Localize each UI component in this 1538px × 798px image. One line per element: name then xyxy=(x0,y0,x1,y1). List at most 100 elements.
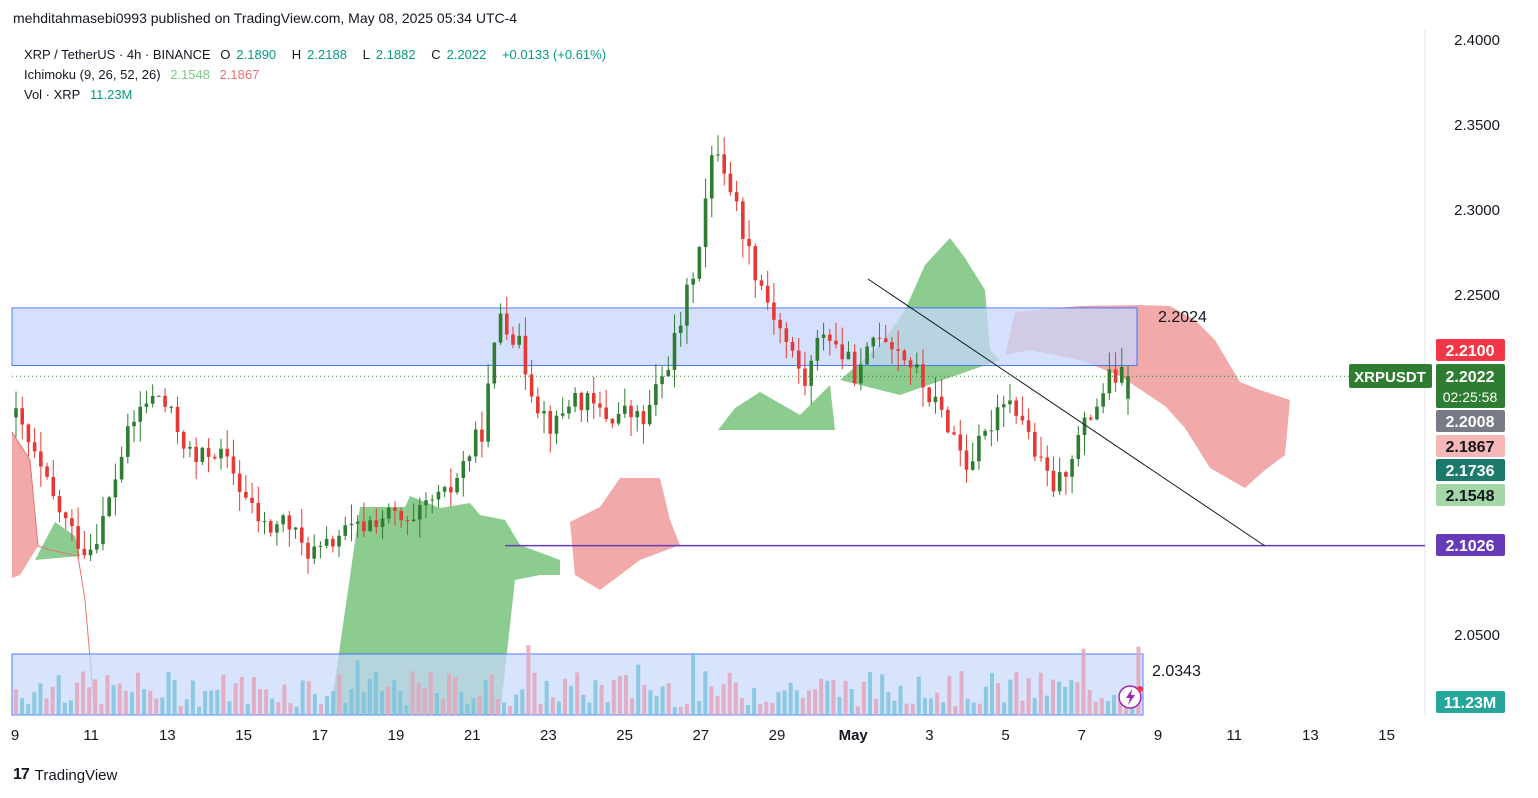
candle-body xyxy=(759,280,764,286)
candle-body xyxy=(871,337,876,347)
volume-bar xyxy=(624,675,628,715)
candle-body xyxy=(405,520,410,522)
candle-body xyxy=(486,383,490,442)
volume-bar xyxy=(1026,678,1031,715)
candle-body xyxy=(455,477,459,493)
volume-bar xyxy=(258,689,262,715)
time-axis-tick: 13 xyxy=(159,727,176,744)
candle-body xyxy=(1113,369,1118,383)
candle-body xyxy=(933,396,938,403)
price-axis-tick: 2.0500 xyxy=(1454,627,1500,644)
candle-body xyxy=(231,456,236,474)
candle-body xyxy=(1020,415,1025,421)
candle-body xyxy=(821,334,826,338)
volume-bar xyxy=(569,685,574,715)
price-label-tag xyxy=(1436,435,1505,457)
time-axis[interactable]: 9 11 13 15 17 19 21 23 25 27 29 May 3 5 7 9 11 13 15 xyxy=(11,727,1395,744)
volume-bar xyxy=(1020,700,1025,715)
candle-body xyxy=(709,155,714,199)
candle-body xyxy=(939,396,944,410)
candle-body xyxy=(865,346,869,365)
volume-bar xyxy=(1057,681,1062,715)
volume-bar xyxy=(331,691,336,715)
candle-body xyxy=(1057,472,1062,492)
candle-body xyxy=(150,396,155,404)
volume-bar xyxy=(459,692,464,715)
candle-body xyxy=(1051,470,1056,492)
candle-body xyxy=(51,476,56,497)
volume-bars xyxy=(14,645,1141,715)
candle-body xyxy=(1045,457,1050,471)
time-axis-tick: 3 xyxy=(925,727,933,744)
volume-label[interactable]: Vol · XRP xyxy=(24,87,81,102)
tradingview-brand[interactable]: 17 TradingView xyxy=(13,766,117,784)
symbol-label[interactable]: XRP / TetherUS · 4h · BINANCE xyxy=(24,47,211,62)
volume-bar xyxy=(703,671,708,715)
candle-body xyxy=(399,510,403,521)
volume-bar xyxy=(447,674,452,715)
candle-body xyxy=(175,406,180,433)
ichimoku-label[interactable]: Ichimoku (9, 26, 52, 26) xyxy=(24,67,161,82)
candle-body xyxy=(591,393,596,404)
volume-bar xyxy=(221,674,226,715)
candle-body xyxy=(1014,400,1018,416)
volume-bar xyxy=(142,689,147,715)
volume-bar xyxy=(502,702,506,715)
candle-body xyxy=(504,313,509,335)
candle-body xyxy=(94,544,99,550)
candle-body xyxy=(970,461,975,470)
ichimoku-span-b-value: 2.1867 xyxy=(219,67,260,82)
time-axis-tick: 25 xyxy=(616,727,633,744)
volume-bar xyxy=(1099,698,1104,715)
ichimoku-span-a-value: 2.1548 xyxy=(170,67,210,82)
volume-bar xyxy=(288,703,293,715)
volume-bar xyxy=(160,697,165,715)
resistance-zone-label: 2.2024 xyxy=(1158,309,1207,326)
price-axis[interactable]: 2.4000 2.3500 2.3000 2.2500 2.0500 xyxy=(1454,32,1500,644)
candle-body xyxy=(219,448,223,459)
volume-bar xyxy=(678,706,683,715)
volume-bar xyxy=(264,689,269,715)
candle-body xyxy=(921,364,925,388)
candle-body xyxy=(250,497,254,503)
ichimoku-legend-row[interactable]: Ichimoku (9, 26, 52, 26) 2.1548 2.1867 xyxy=(24,65,612,85)
volume-bar xyxy=(593,680,598,715)
volume-bar xyxy=(50,686,55,715)
volume-bar xyxy=(941,702,946,715)
volume-bar xyxy=(233,683,238,715)
volume-bar xyxy=(190,680,195,715)
candle-body xyxy=(498,313,503,343)
resistance-zone: 2.2024 xyxy=(11,307,1207,366)
volume-bar xyxy=(465,703,470,715)
volume-bar xyxy=(971,702,976,715)
candle-body xyxy=(1088,417,1093,420)
candle-body xyxy=(691,278,695,285)
time-axis-tick: 15 xyxy=(235,727,252,744)
volume-bar xyxy=(996,683,1001,715)
volume-bar xyxy=(1014,672,1019,715)
candle-body xyxy=(511,334,515,345)
volume-bar xyxy=(861,681,866,715)
volume-bar xyxy=(508,706,513,715)
price-labels: 2.2100 2.2022 02:25:58 2.2008 2.1867 2.1736 2.… xyxy=(1349,339,1505,713)
volume-bar xyxy=(965,698,970,715)
volume-legend-row[interactable]: Vol · XRP 11.23M xyxy=(24,85,612,105)
price-label-text: 2.2100 xyxy=(1446,343,1495,360)
volume-bar xyxy=(99,704,104,715)
price-label-text: 2.1026 xyxy=(1446,538,1495,555)
candle-body xyxy=(604,407,608,419)
volume-bar xyxy=(434,693,439,715)
candle-body xyxy=(169,406,174,408)
candle-body xyxy=(45,466,49,477)
volume-bar xyxy=(886,692,891,715)
candle-body xyxy=(417,505,422,520)
volume-bar xyxy=(563,678,567,715)
volume-bar xyxy=(556,701,561,715)
alert-icon[interactable] xyxy=(1118,685,1143,709)
candle-body xyxy=(411,519,416,522)
volume-bar xyxy=(538,703,543,715)
volume-bar xyxy=(93,679,98,715)
